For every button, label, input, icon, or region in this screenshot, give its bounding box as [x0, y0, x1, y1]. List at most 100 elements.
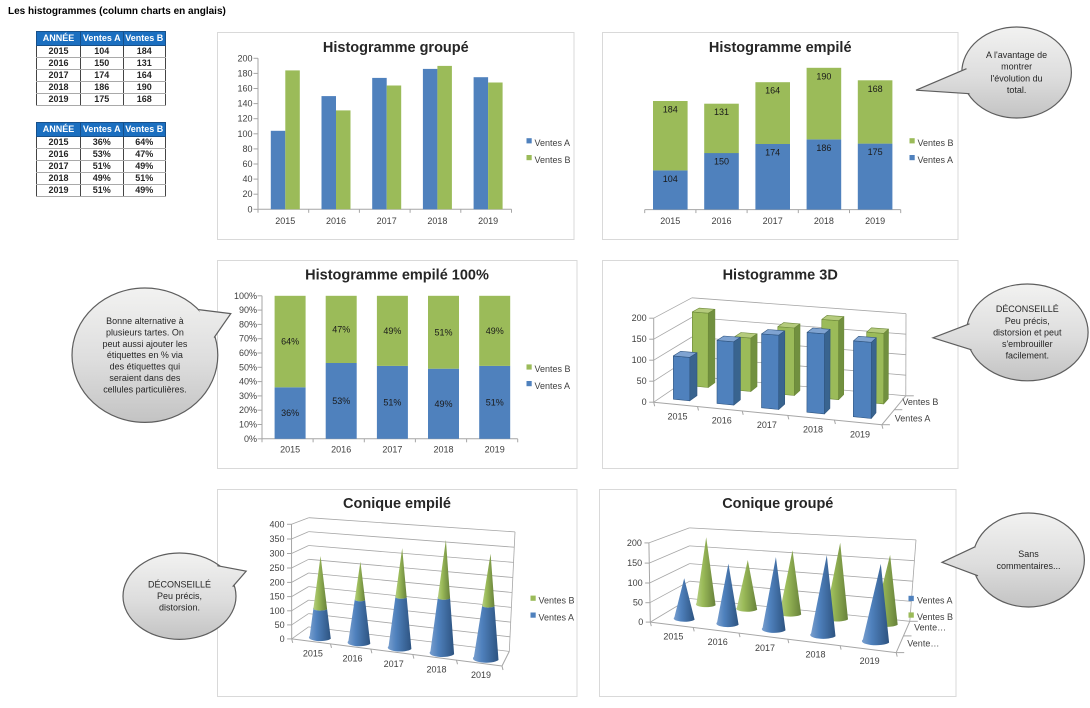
svg-text:2016: 2016 — [331, 444, 351, 454]
svg-text:60%: 60% — [239, 348, 257, 358]
svg-text:Ventes A: Ventes A — [535, 138, 571, 148]
svg-text:A l'avantage de: A l'avantage de — [986, 50, 1047, 60]
svg-text:2017: 2017 — [755, 643, 775, 653]
svg-text:Vente…: Vente… — [907, 638, 939, 648]
svg-text:40%: 40% — [239, 377, 257, 387]
svg-text:50: 50 — [637, 376, 647, 386]
svg-text:DÉCONSEILLÉ: DÉCONSEILLÉ — [148, 579, 211, 589]
svg-text:2018: 2018 — [427, 216, 447, 226]
svg-text:Ventes A: Ventes A — [918, 155, 954, 165]
svg-text:180: 180 — [237, 68, 252, 78]
svg-text:51%: 51% — [486, 397, 504, 407]
svg-text:2019: 2019 — [478, 216, 498, 226]
svg-text:20: 20 — [242, 189, 252, 199]
svg-text:131: 131 — [714, 107, 729, 117]
svg-text:Ventes B: Ventes B — [535, 155, 571, 165]
svg-text:Ventes A: Ventes A — [917, 595, 953, 605]
svg-text:0%: 0% — [244, 434, 257, 444]
svg-text:164: 164 — [765, 86, 780, 96]
svg-text:80%: 80% — [239, 319, 257, 329]
svg-text:2016: 2016 — [712, 416, 732, 426]
svg-text:47%: 47% — [332, 324, 350, 334]
svg-text:400: 400 — [269, 519, 284, 529]
svg-text:49%: 49% — [486, 326, 504, 336]
svg-text:104: 104 — [663, 174, 678, 184]
svg-text:commentaires...: commentaires... — [996, 561, 1060, 571]
svg-text:2018: 2018 — [433, 444, 453, 454]
svg-text:Ventes A: Ventes A — [895, 413, 931, 423]
svg-text:120: 120 — [237, 114, 252, 124]
svg-text:2017: 2017 — [384, 658, 404, 668]
svg-text:51%: 51% — [383, 397, 401, 407]
svg-text:175: 175 — [868, 147, 883, 157]
svg-text:174: 174 — [765, 148, 780, 158]
svg-text:2015: 2015 — [663, 631, 683, 641]
svg-text:2015: 2015 — [660, 216, 680, 226]
svg-text:2019: 2019 — [471, 670, 491, 680]
svg-text:2016: 2016 — [326, 216, 346, 226]
svg-text:350: 350 — [269, 534, 284, 544]
svg-text:2018: 2018 — [805, 649, 825, 659]
svg-text:l'évolution du: l'évolution du — [991, 74, 1043, 84]
svg-text:190: 190 — [816, 71, 831, 81]
svg-text:200: 200 — [237, 53, 252, 63]
svg-text:2018: 2018 — [814, 216, 834, 226]
svg-text:Peu précis,: Peu précis, — [157, 591, 202, 601]
svg-text:Histogramme groupé: Histogramme groupé — [323, 40, 469, 56]
svg-text:10%: 10% — [239, 420, 257, 430]
svg-text:49%: 49% — [383, 326, 401, 336]
svg-text:des étiquettes qui: des étiquettes qui — [110, 361, 180, 371]
svg-text:Ventes B: Ventes B — [918, 138, 954, 148]
svg-text:2017: 2017 — [382, 444, 402, 454]
svg-text:70%: 70% — [239, 334, 257, 344]
svg-text:200: 200 — [632, 313, 647, 323]
svg-text:Bonne alternative à: Bonne alternative à — [107, 316, 184, 326]
svg-text:2019: 2019 — [860, 656, 880, 666]
svg-text:200: 200 — [627, 537, 642, 547]
svg-text:s'embrouiller: s'embrouiller — [1002, 339, 1053, 349]
svg-text:Histogramme empilé 100%: Histogramme empilé 100% — [305, 268, 489, 284]
svg-text:100: 100 — [270, 605, 285, 615]
svg-text:2019: 2019 — [850, 429, 870, 439]
svg-text:184: 184 — [663, 105, 678, 115]
svg-text:150: 150 — [627, 558, 642, 568]
svg-text:40: 40 — [242, 174, 252, 184]
svg-text:2015: 2015 — [275, 216, 295, 226]
svg-text:Ventes A: Ventes A — [539, 612, 575, 622]
svg-text:2018: 2018 — [426, 664, 446, 674]
svg-text:100: 100 — [632, 355, 647, 365]
svg-text:2017: 2017 — [757, 420, 777, 430]
svg-text:Sans: Sans — [1018, 549, 1039, 559]
svg-text:Conique empilé: Conique empilé — [343, 496, 451, 512]
svg-text:100%: 100% — [234, 291, 257, 301]
svg-text:150: 150 — [270, 591, 285, 601]
svg-text:Ventes B: Ventes B — [902, 397, 938, 407]
svg-text:49%: 49% — [434, 399, 452, 409]
svg-text:160: 160 — [237, 84, 252, 94]
svg-text:186: 186 — [816, 143, 831, 153]
svg-text:150: 150 — [714, 157, 729, 167]
svg-text:Conique groupé: Conique groupé — [722, 496, 833, 512]
svg-text:30%: 30% — [239, 391, 257, 401]
svg-text:montrer: montrer — [1001, 62, 1032, 72]
svg-text:Ventes B: Ventes B — [535, 364, 571, 374]
svg-text:50: 50 — [633, 597, 643, 607]
svg-text:150: 150 — [632, 334, 647, 344]
svg-text:facilement.: facilement. — [1006, 351, 1049, 361]
svg-text:2016: 2016 — [342, 653, 362, 663]
svg-text:50%: 50% — [239, 362, 257, 372]
svg-text:distorsion et peut: distorsion et peut — [993, 328, 1062, 338]
svg-text:Vente…: Vente… — [914, 622, 946, 632]
svg-text:total.: total. — [1007, 85, 1026, 95]
svg-text:Ventes B: Ventes B — [917, 612, 953, 622]
svg-text:2016: 2016 — [708, 637, 728, 647]
svg-text:2018: 2018 — [803, 425, 823, 435]
svg-text:Ventes B: Ventes B — [539, 595, 575, 605]
svg-text:2015: 2015 — [303, 648, 323, 658]
svg-text:168: 168 — [868, 84, 883, 94]
svg-text:250: 250 — [269, 563, 284, 573]
svg-text:300: 300 — [269, 548, 284, 558]
svg-text:peut aussi ajouter les: peut aussi ajouter les — [103, 339, 188, 349]
svg-text:0: 0 — [642, 397, 647, 407]
svg-text:2017: 2017 — [763, 216, 783, 226]
